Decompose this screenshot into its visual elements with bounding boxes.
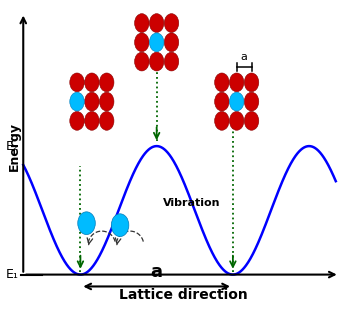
Circle shape [99,112,114,130]
Circle shape [70,112,84,130]
Text: E₂: E₂ [6,140,19,153]
Circle shape [85,112,99,130]
Circle shape [215,73,229,92]
Circle shape [164,33,179,52]
Circle shape [164,52,179,71]
Circle shape [78,212,95,235]
Circle shape [70,73,84,92]
Circle shape [244,92,259,111]
Circle shape [99,73,114,92]
Text: Vibration: Vibration [163,198,220,209]
Circle shape [85,73,99,92]
Circle shape [134,33,149,52]
Circle shape [134,52,149,71]
Circle shape [99,92,114,111]
Text: Energy: Energy [8,122,21,171]
Circle shape [230,73,244,92]
Circle shape [149,14,164,32]
Circle shape [230,112,244,130]
Circle shape [111,214,129,236]
Circle shape [215,92,229,111]
Circle shape [85,92,99,111]
Circle shape [215,112,229,130]
Circle shape [230,92,244,111]
Text: a: a [150,263,163,281]
Text: Lattice direction: Lattice direction [119,288,248,302]
Circle shape [164,14,179,32]
Circle shape [244,73,259,92]
Circle shape [244,112,259,130]
Circle shape [149,33,164,52]
Text: E₁: E₁ [6,268,19,281]
Circle shape [70,92,84,111]
Circle shape [134,14,149,32]
Circle shape [149,52,164,71]
Text: a: a [241,52,247,62]
